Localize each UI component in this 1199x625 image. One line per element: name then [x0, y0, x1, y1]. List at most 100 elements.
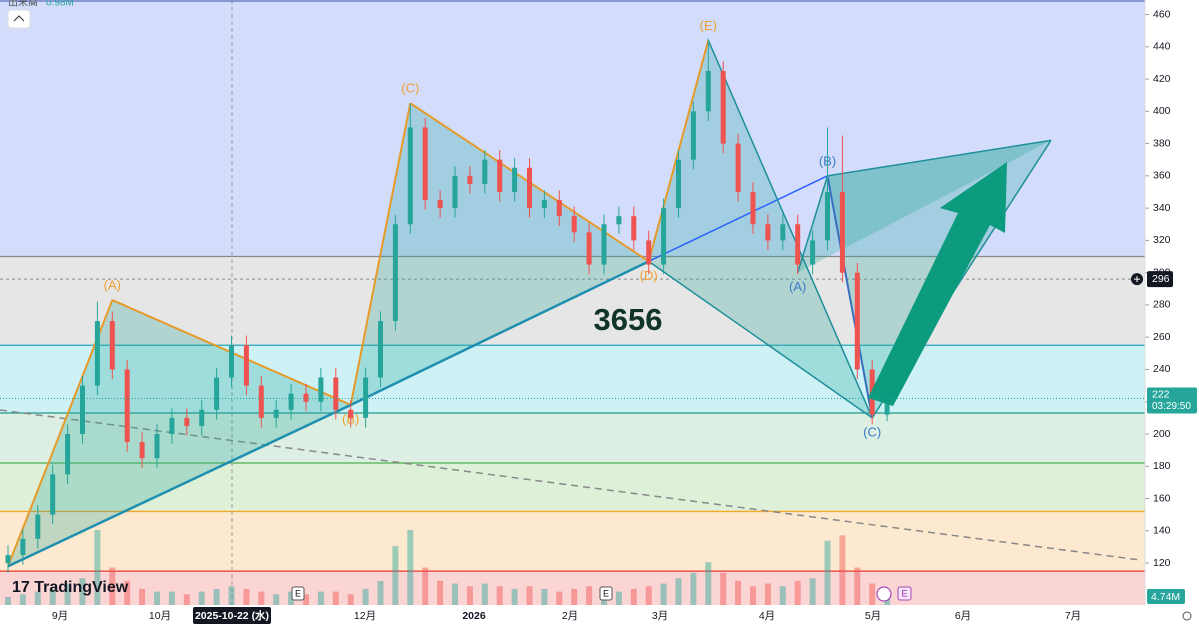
candle-body: [854, 272, 860, 370]
candle-body: [318, 377, 324, 402]
volume-bar: [705, 562, 712, 605]
volume-bar: [541, 588, 548, 605]
candle-body: [690, 111, 696, 160]
x-tick-label: 5月: [865, 610, 881, 622]
volume-bar: [779, 586, 786, 605]
candle-body: [541, 200, 547, 209]
event-box: [599, 586, 613, 601]
pattern-line: [827, 139, 1052, 177]
candle-body: [616, 216, 622, 225]
zone: [0, 463, 1145, 512]
pattern-label: (C): [401, 81, 419, 96]
candle-body: [20, 538, 26, 555]
candle-body: [109, 321, 115, 370]
candle-body: [720, 70, 726, 144]
zone: [0, 413, 1145, 464]
volume-bar: [258, 591, 265, 605]
volume-bar: [79, 578, 86, 605]
candle-body: [497, 159, 503, 192]
candle-body: [154, 433, 160, 459]
candle-body: [884, 398, 890, 415]
volume-bar: [764, 583, 771, 605]
volume-bar: [34, 591, 41, 605]
candle-body: [139, 442, 145, 459]
candle-body: [392, 224, 398, 322]
volume-bar: [392, 546, 399, 605]
pattern-label: (C): [863, 424, 881, 439]
candle-body: [601, 224, 607, 265]
volume-bar: [735, 580, 742, 605]
y-tick-label: 160: [1153, 492, 1171, 504]
candle-body: [5, 554, 11, 564]
volume-bar: [630, 588, 637, 605]
arrow: [868, 162, 1007, 406]
last-price-box: [1147, 387, 1197, 414]
volume-bar: [452, 583, 458, 605]
y-tick-label: 360: [1153, 170, 1171, 182]
volume-bar: [869, 583, 876, 605]
volume-bar: [109, 567, 116, 605]
event-label: E: [901, 588, 907, 598]
y-tick-label: 320: [1153, 234, 1171, 246]
symbol-code: 3656: [594, 302, 663, 337]
x-tick-label: 4月: [759, 610, 775, 622]
pattern-label: (A): [104, 278, 121, 293]
y-tick-label: 180: [1153, 460, 1171, 472]
volume-bar: [303, 594, 309, 605]
volume-bar: [154, 591, 160, 605]
flash-icon[interactable]: [876, 586, 892, 602]
y-tick-label: 340: [1153, 202, 1171, 214]
candle-body: [348, 409, 354, 418]
volume-bar: [19, 594, 26, 605]
candle-body: [586, 232, 592, 265]
pattern-line: [648, 175, 828, 263]
candle-body: [124, 369, 130, 443]
x-tick-label: 2月: [562, 610, 578, 622]
volume-bar: [794, 580, 801, 605]
x-tick-label: 7月: [1065, 610, 1081, 622]
volume: [5, 530, 891, 605]
volume-bar: [660, 583, 667, 605]
countdown: 03:29:50: [1152, 401, 1191, 412]
volume-bar: [496, 586, 503, 605]
pattern-line: [349, 103, 412, 406]
candle-body: [65, 433, 71, 475]
candle-body: [467, 175, 473, 184]
pattern-fill: [648, 40, 873, 418]
volume-title: 出来高: [8, 0, 38, 9]
pattern-fill: [797, 140, 1051, 273]
crosshair-date: 2025-10-22 (水): [195, 609, 269, 622]
plus-icon: [1134, 276, 1140, 283]
y-tick-label: 140: [1153, 525, 1171, 537]
settings-icon[interactable]: [1182, 611, 1192, 621]
pattern-line: [648, 260, 873, 419]
zone: [0, 0, 1145, 257]
volume-bar: [139, 588, 146, 605]
candle-body: [705, 70, 711, 112]
x-tick-label: 2026: [462, 610, 486, 622]
collapse-button[interactable]: [7, 9, 31, 29]
last-price: 222: [1152, 388, 1170, 400]
y-tick-label: 380: [1153, 137, 1171, 149]
candle-body: [735, 143, 741, 192]
y-tick-label: 440: [1153, 41, 1171, 53]
candle-body: [482, 159, 488, 184]
zone: [0, 345, 1145, 414]
event-box[interactable]: [897, 586, 912, 601]
y-tick-label: 400: [1153, 105, 1171, 117]
volume-bar: [720, 572, 727, 605]
volume-bar: [571, 588, 578, 605]
volume-bar: [64, 583, 71, 605]
volume-bar: [481, 583, 488, 605]
pattern-line: [796, 175, 829, 273]
volume-bar: [839, 535, 846, 605]
crosshair-date-box: [193, 607, 271, 624]
volume-bar: [407, 530, 414, 605]
volume-bar: [243, 588, 250, 605]
volume-bar: [422, 567, 429, 605]
volume-bar: [288, 591, 295, 605]
event-label: E: [295, 588, 301, 598]
pattern-line: [350, 260, 650, 407]
candle-body: [571, 216, 577, 233]
